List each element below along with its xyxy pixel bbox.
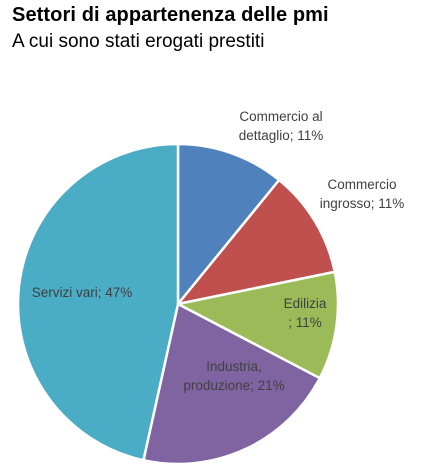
data-label-edilizia: Edilizia ; 11%: [284, 296, 327, 330]
data-label-commercio-al-dettaglio: Commercio al dettaglio; 11%: [239, 109, 324, 143]
data-label-line: Industria,: [206, 359, 262, 374]
data-label-line: produzione; 21%: [183, 378, 284, 393]
data-label-line: Servizi vari; 47%: [32, 285, 133, 300]
chart-title: Settori di appartenenza delle pmi: [12, 4, 329, 26]
data-label-line: dettaglio; 11%: [239, 128, 324, 143]
data-label-line: ingrosso; 11%: [320, 196, 405, 211]
data-label-line: Commercio al: [239, 109, 322, 124]
pie-slice-edilizia: [174, 270, 340, 380]
data-label-servizi-vari: Servizi vari; 47%: [32, 285, 133, 300]
pie-slice-commercio-ingrosso: [174, 178, 337, 306]
chart-subtitle: A cui sono stati erogati prestiti: [12, 31, 265, 52]
data-label-industria-produzione: Industria, produzione; 21%: [183, 359, 284, 393]
pie-labels: Commercio al dettaglio; 11% Commercio ingro…: [32, 109, 405, 393]
data-label-line: Commercio: [327, 177, 396, 192]
pie-slice-servizi-vari: [16, 142, 180, 462]
pie-slices: [16, 142, 340, 466]
pie-slice-industria-produzione: [141, 302, 322, 466]
pie-slice-commercio-al-dettaglio: [176, 142, 281, 308]
data-label-line: Edilizia: [284, 296, 327, 311]
data-label-line: ; 11%: [288, 315, 322, 330]
data-label-commercio-ingrosso: Commercio ingrosso; 11%: [320, 177, 405, 211]
